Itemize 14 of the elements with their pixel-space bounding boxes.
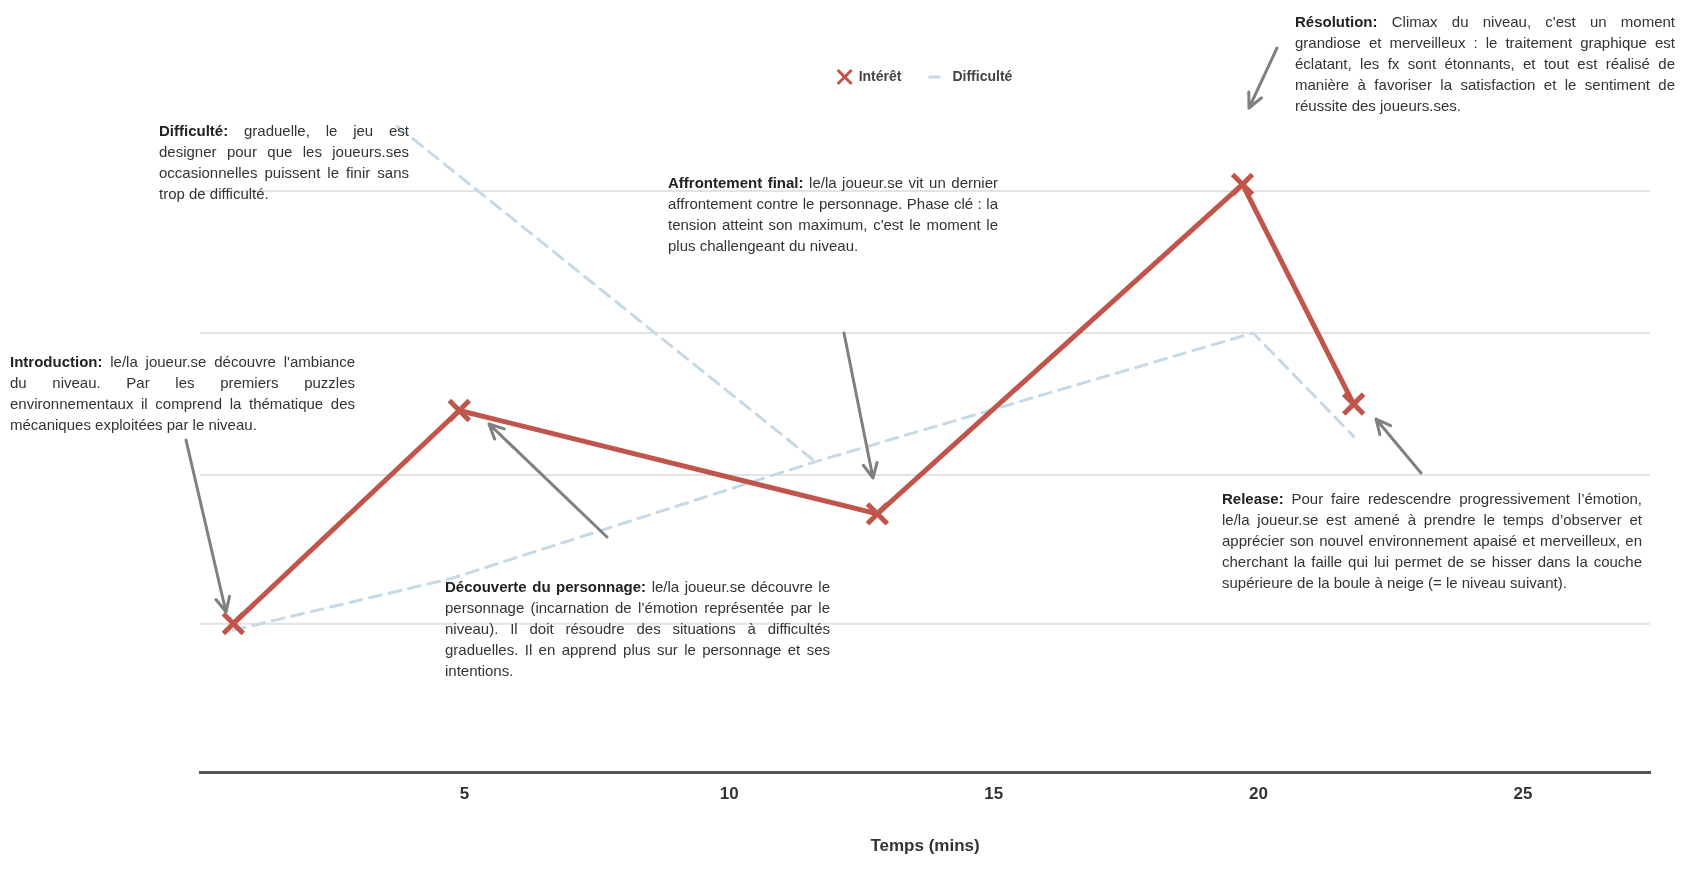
- annotation: Release: Pour faire redescendre progressivement l’émotion, le/la joueur.se est amené à prendre le temps d’observer et apprécier son nouvel environnement apaisé et merveilleux, en cherchant la faille qui lui permet de se hisser dans la couche supérieure de la boule à neige (= le niveau suivant).: [1222, 489, 1642, 593]
- legend-label: Intérêt: [858, 67, 902, 84]
- legend-label: Difficulté: [952, 67, 1013, 84]
- x-tick-label: 20: [1248, 784, 1268, 804]
- x-tick-label: 25: [1513, 784, 1533, 804]
- annotation: Affrontement final: le/la joueur.se vit un dernier affrontement contre le personnage. Phase clé : la tension atteint son maximum, c'est le moment le plus challengeant du niveau.: [668, 173, 998, 256]
- annotation: Difficulté: graduelle, le jeu est designer pour que les joueurs.ses occasionnelles puissent le finir sans trop de difficulté.: [159, 121, 409, 204]
- x-tick-label: 15: [984, 784, 1004, 804]
- annotation: Introduction: le/la joueur.se découvre l'ambiance du niveau. Par les premiers puzzles environnementaux il comprend la thématique des mécaniques exploitées par le niveau.: [10, 352, 355, 435]
- annotation: Découverte du personnage: le/la joueur.se découvre le personnage (incarnation de l’émotion représentée par le niveau). Il doit résoudre des situations à difficultés graduelles. Il en apprend plus sur le personnage et ses intentions.: [445, 577, 830, 681]
- x-tick-label: 5: [459, 784, 470, 804]
- text: Résolution: Climax du niveau, c'est un moment grandiose et merveilleux : le traitement graphique est éclatant, les fx sont étonnants, et tout est réalisé de manière à favoriser la satisfaction et le sentiment de réussite des joueurs.ses.: [1295, 12, 1675, 116]
- x-axis-title: Temps (mins): [870, 836, 980, 856]
- x-tick-label: 10: [719, 784, 739, 804]
